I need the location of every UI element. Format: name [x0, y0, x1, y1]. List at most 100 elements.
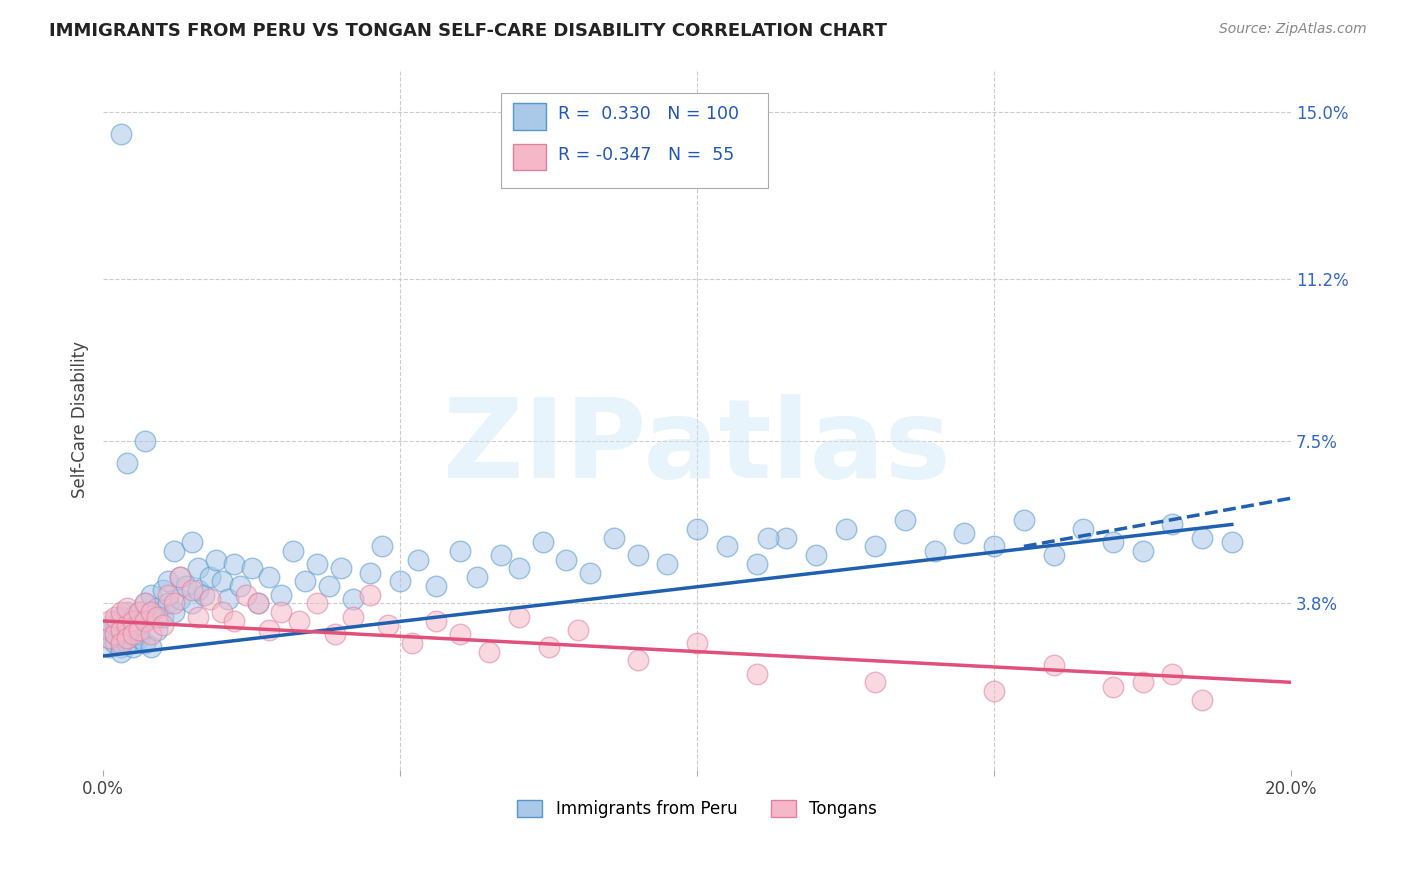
Point — [359, 588, 381, 602]
Point — [1161, 517, 1184, 532]
Point — [401, 636, 423, 650]
Point — [508, 561, 530, 575]
Point — [865, 675, 887, 690]
Point — [145, 600, 167, 615]
Point — [329, 561, 352, 575]
Point — [134, 596, 156, 610]
Point — [983, 684, 1005, 698]
Point — [121, 614, 143, 628]
Point — [110, 632, 132, 646]
Point — [804, 548, 827, 562]
Point — [686, 636, 709, 650]
Point — [98, 632, 121, 646]
Point — [128, 627, 150, 641]
Point — [134, 596, 156, 610]
Point — [193, 588, 215, 602]
Point — [294, 574, 316, 589]
Point — [283, 543, 305, 558]
Point — [121, 609, 143, 624]
Point — [121, 640, 143, 655]
Point — [110, 640, 132, 655]
Point — [555, 552, 578, 566]
Point — [205, 552, 228, 566]
Point — [98, 614, 121, 628]
Text: IMMIGRANTS FROM PERU VS TONGAN SELF-CARE DISABILITY CORRELATION CHART: IMMIGRANTS FROM PERU VS TONGAN SELF-CARE… — [49, 22, 887, 40]
Point — [537, 640, 560, 655]
Point — [134, 434, 156, 449]
Point — [686, 522, 709, 536]
Point — [235, 588, 257, 602]
Point — [758, 531, 780, 545]
Point — [1102, 680, 1125, 694]
Point — [139, 605, 162, 619]
Point — [1042, 548, 1064, 562]
Point — [259, 570, 281, 584]
Point — [211, 605, 233, 619]
Point — [342, 609, 364, 624]
Point — [110, 645, 132, 659]
FancyBboxPatch shape — [513, 103, 547, 129]
Point — [121, 627, 143, 641]
Point — [134, 614, 156, 628]
Point — [128, 618, 150, 632]
Point — [104, 609, 127, 624]
Point — [775, 531, 797, 545]
Point — [270, 588, 292, 602]
Point — [128, 632, 150, 646]
Point — [157, 596, 180, 610]
Point — [152, 609, 174, 624]
Point — [1012, 513, 1035, 527]
FancyBboxPatch shape — [501, 93, 769, 188]
Point — [983, 540, 1005, 554]
Point — [657, 557, 679, 571]
Point — [121, 623, 143, 637]
Point — [270, 605, 292, 619]
Point — [1042, 657, 1064, 672]
Point — [217, 592, 239, 607]
Point — [110, 636, 132, 650]
Point — [110, 128, 132, 142]
Point — [104, 614, 127, 628]
Point — [953, 526, 976, 541]
Legend: Immigrants from Peru, Tongans: Immigrants from Peru, Tongans — [510, 793, 883, 825]
Point — [222, 614, 245, 628]
Point — [1102, 535, 1125, 549]
Point — [181, 596, 204, 610]
Point — [115, 627, 138, 641]
Point — [1191, 531, 1213, 545]
Y-axis label: Self-Care Disability: Self-Care Disability — [72, 341, 89, 498]
Point — [198, 570, 221, 584]
Point — [163, 596, 186, 610]
Point — [627, 548, 650, 562]
Point — [134, 636, 156, 650]
Point — [110, 609, 132, 624]
Point — [745, 666, 768, 681]
Point — [1191, 693, 1213, 707]
Point — [104, 627, 127, 641]
Point — [240, 561, 263, 575]
Point — [152, 618, 174, 632]
Point — [134, 614, 156, 628]
Point — [924, 543, 946, 558]
Point — [115, 632, 138, 646]
Point — [211, 574, 233, 589]
Point — [139, 605, 162, 619]
Point — [110, 623, 132, 637]
Point — [157, 574, 180, 589]
Point — [115, 636, 138, 650]
Point — [323, 627, 346, 641]
Point — [449, 543, 471, 558]
Point — [110, 623, 132, 637]
Point — [305, 557, 328, 571]
Point — [259, 623, 281, 637]
Point — [406, 552, 429, 566]
Point — [425, 579, 447, 593]
Point — [115, 605, 138, 619]
Point — [128, 623, 150, 637]
Point — [531, 535, 554, 549]
Point — [1132, 543, 1154, 558]
Point — [187, 609, 209, 624]
Point — [478, 645, 501, 659]
Text: Source: ZipAtlas.com: Source: ZipAtlas.com — [1219, 22, 1367, 37]
Point — [128, 605, 150, 619]
